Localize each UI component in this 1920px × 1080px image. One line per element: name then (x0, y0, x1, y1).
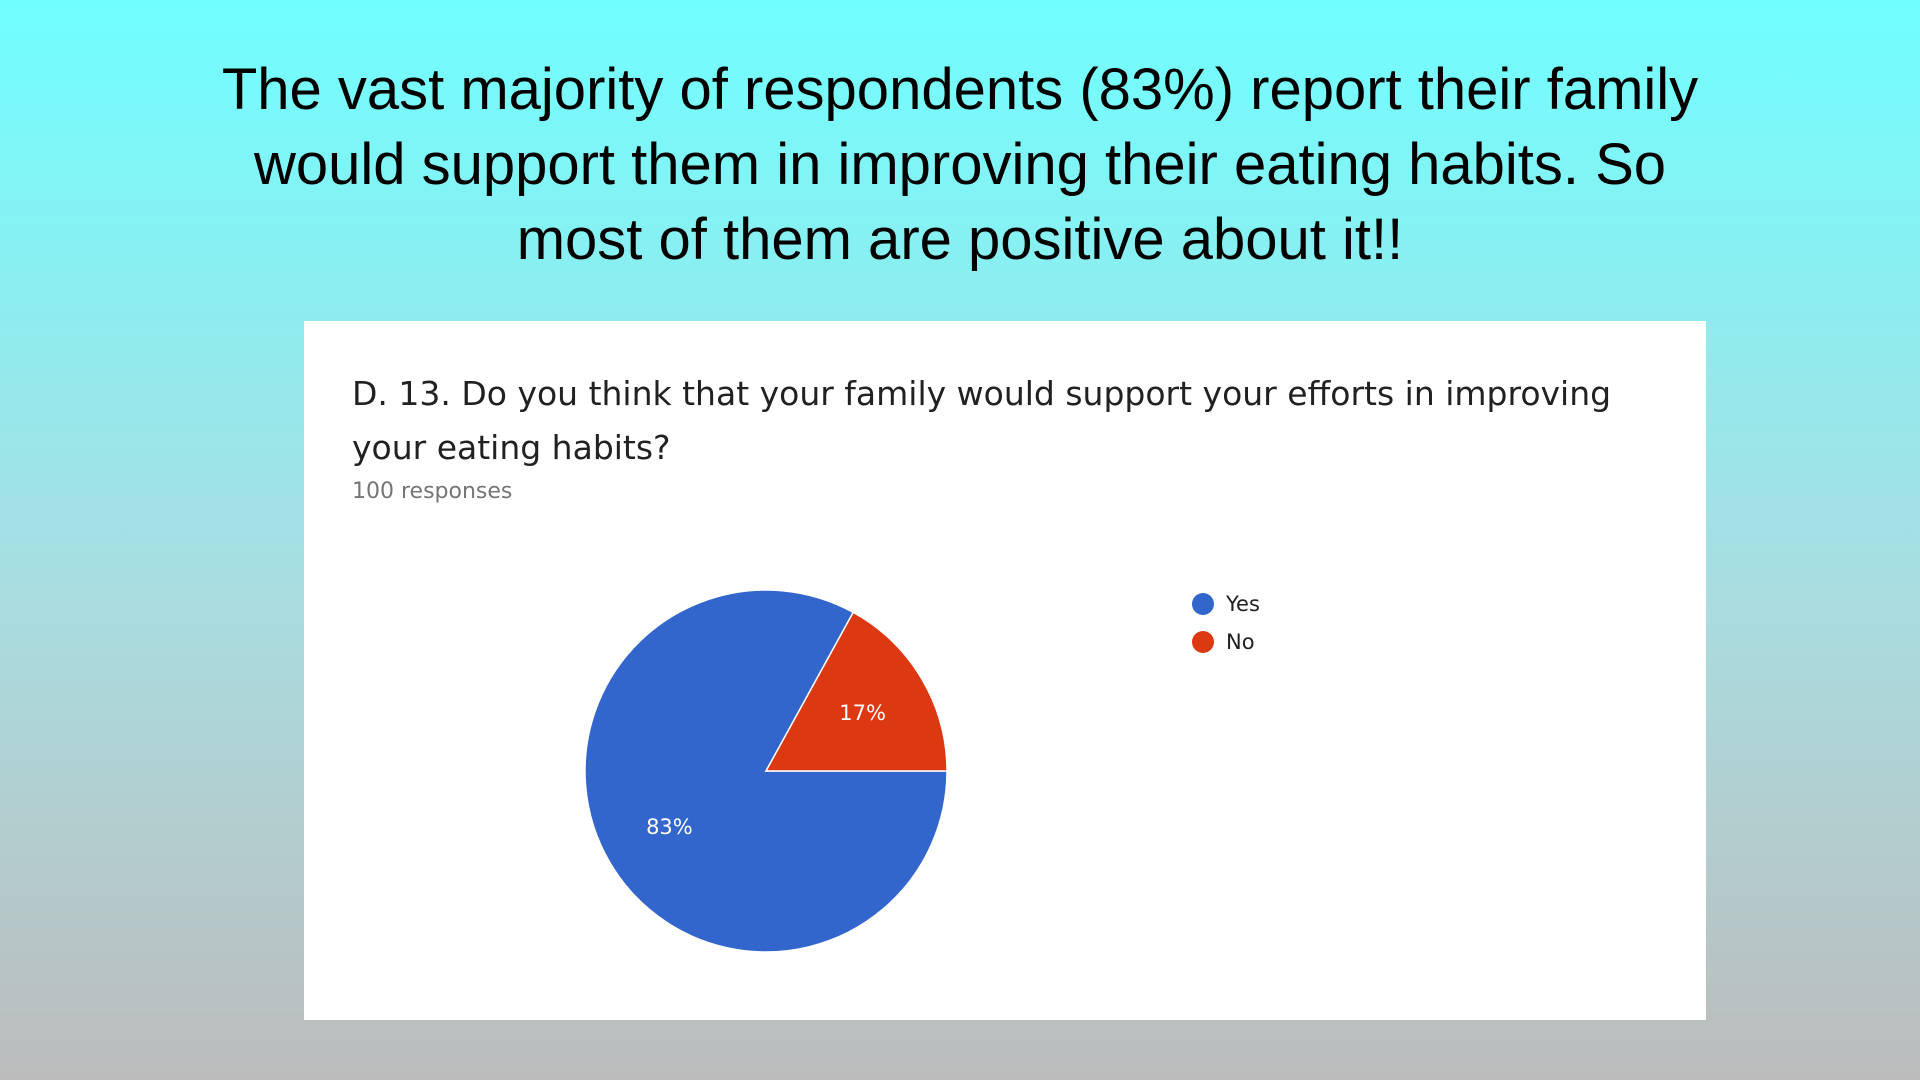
legend-label: Yes (1226, 592, 1260, 616)
pie-chart: 83% 17% (584, 589, 948, 953)
chart-card: D. 13. Do you think that your family wou… (304, 321, 1706, 1020)
legend-item-no: No (1192, 623, 1260, 661)
slide-title-line: The vast majority of respondents (83%) r… (221, 57, 1699, 122)
chart-title: D. 13. Do you think that your family wou… (352, 374, 1612, 467)
legend-label: No (1226, 630, 1255, 654)
legend-color-dot (1192, 593, 1214, 615)
pie-slice-no (764, 611, 948, 772)
pie-slice-label: 17% (839, 701, 886, 725)
slide-title-line: would support them in improving their ea… (253, 132, 1667, 197)
chart-legend: Yes No (1192, 585, 1260, 661)
slide-title: The vast majority of respondents (83%) r… (0, 52, 1920, 277)
legend-color-dot (1192, 631, 1214, 653)
pie-slice-label: 83% (646, 815, 693, 839)
slide-title-line: most of them are positive about it!! (516, 207, 1404, 272)
response-count: 100 responses (352, 479, 513, 504)
legend-item-yes: Yes (1192, 585, 1260, 623)
